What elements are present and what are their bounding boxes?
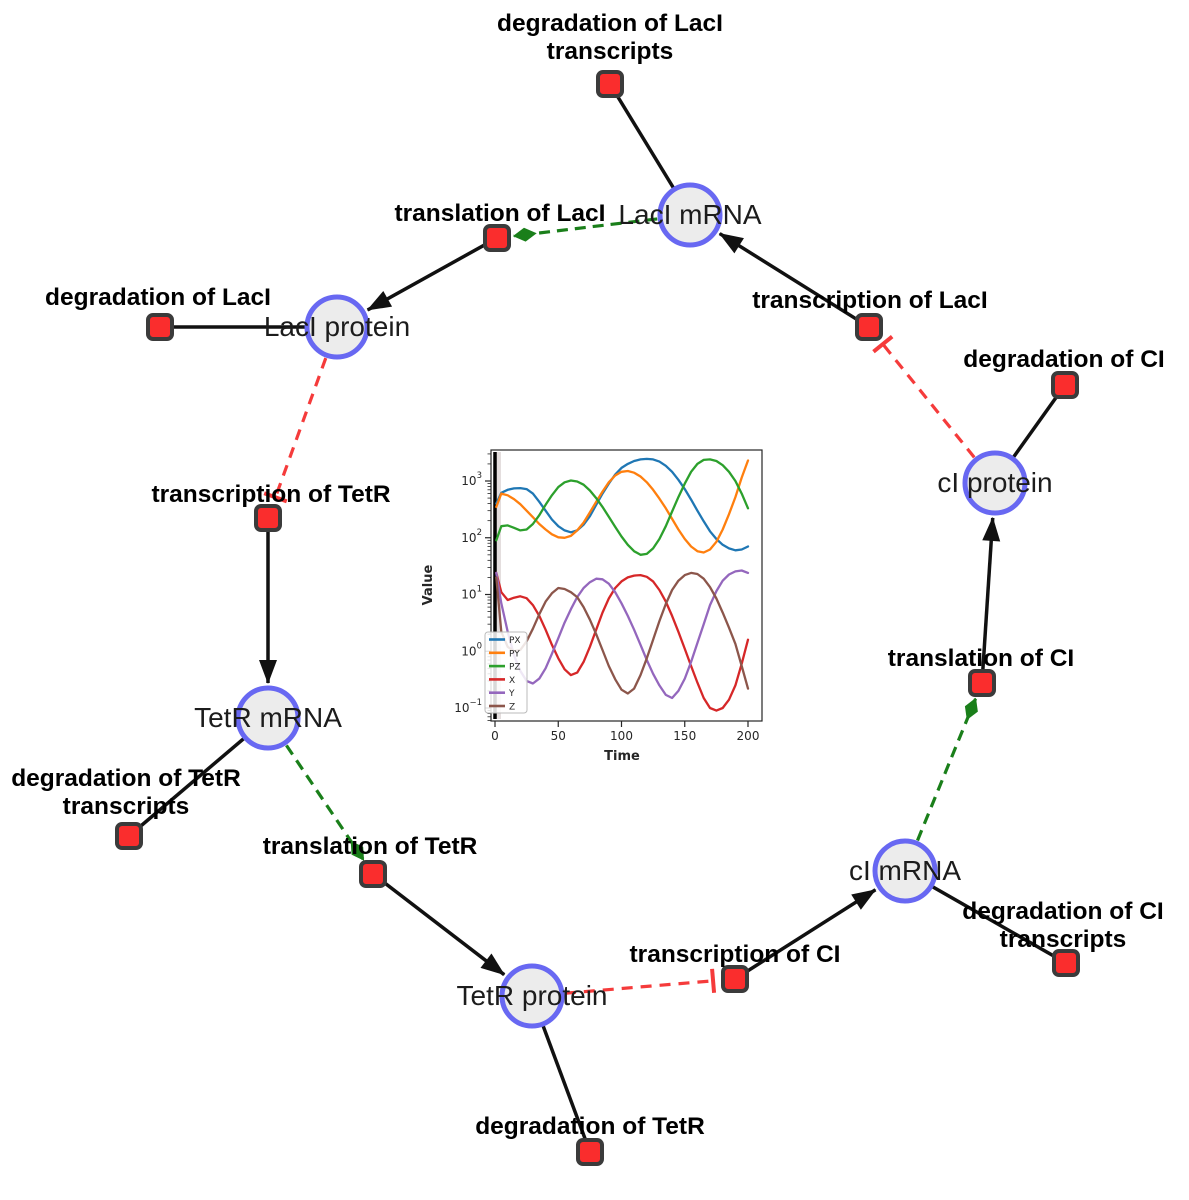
edge-txn_ci-ci_mrna xyxy=(739,888,877,978)
reaction-node-txn_laci xyxy=(855,313,883,341)
x-tick-label: 200 xyxy=(737,729,760,743)
species-node-ci_protein xyxy=(962,450,1028,516)
reaction-node-deg_tetr_tr xyxy=(115,822,143,850)
species-node-ci_mrna xyxy=(872,838,938,904)
x-axis-label: Time xyxy=(604,749,640,764)
curve-PX xyxy=(495,457,750,552)
edge-trl_ci-ci_protein xyxy=(980,516,1001,678)
reaction-node-deg_tetr xyxy=(576,1138,604,1166)
reaction-node-deg_ci_tr xyxy=(1052,949,1080,977)
x-tick-label: 0 xyxy=(491,729,499,743)
reaction-node-deg_ci xyxy=(1051,371,1079,399)
curve-PY xyxy=(495,459,750,554)
reaction-node-deg_laci xyxy=(146,313,174,341)
edge-trl_tetr-tetr_protein xyxy=(376,876,506,977)
legend-label-PZ: PZ xyxy=(509,663,521,673)
species-node-tetr_protein xyxy=(499,963,565,1029)
curve-Y xyxy=(495,569,750,700)
y-tick-label: 101 xyxy=(461,585,482,602)
plot-background xyxy=(491,450,762,721)
edge-layer xyxy=(127,83,1067,1153)
y-tick-label: 102 xyxy=(461,528,482,545)
edge-laci_protein-txn_tetr xyxy=(263,357,328,504)
legend-label-PY: PY xyxy=(509,649,520,659)
x-tick-label: 50 xyxy=(551,729,566,743)
legend-label-Y: Y xyxy=(508,689,515,699)
species-node-laci_protein xyxy=(304,294,370,360)
edge-txn_laci-laci_mrna xyxy=(718,232,865,326)
edge-ci_protein-txn_laci xyxy=(872,335,976,459)
y-axis-label: Value xyxy=(421,564,436,605)
reaction-node-trl_tetr xyxy=(359,860,387,888)
curve-X xyxy=(495,571,750,712)
edge-ci_mrna-trl_ci xyxy=(916,697,978,842)
y-tick-label: 10−1 xyxy=(454,698,482,715)
edge-trl_laci-laci_protein xyxy=(366,239,493,312)
curve-Z xyxy=(495,571,750,695)
edge-tetr_mrna-trl_tetr xyxy=(285,744,365,861)
reaction-node-txn_tetr xyxy=(254,504,282,532)
reaction-node-txn_ci xyxy=(721,965,749,993)
legend-box xyxy=(484,631,528,714)
reaction-node-trl_laci xyxy=(483,224,511,252)
reaction-node-deg_laci_tr xyxy=(596,70,624,98)
legend-label-PX: PX xyxy=(509,636,521,646)
species-node-tetr_mrna xyxy=(235,685,301,751)
x-tick-label: 150 xyxy=(673,729,696,743)
x-tick-label: 100 xyxy=(610,729,633,743)
edge-laci_mrna-trl_laci xyxy=(512,217,658,242)
reaction-node-trl_ci xyxy=(968,669,996,697)
y-tick-label: 100 xyxy=(461,641,482,658)
node-layer xyxy=(115,70,1080,1166)
legend-label-X: X xyxy=(509,676,515,686)
species-node-laci_mrna xyxy=(657,182,723,248)
edge-tetr_protein-txn_ci xyxy=(564,968,717,995)
axes-spines xyxy=(490,449,763,722)
legend-label-Z: Z xyxy=(509,703,515,713)
curve-PZ xyxy=(495,458,750,556)
y-tick-label: 103 xyxy=(461,471,482,488)
